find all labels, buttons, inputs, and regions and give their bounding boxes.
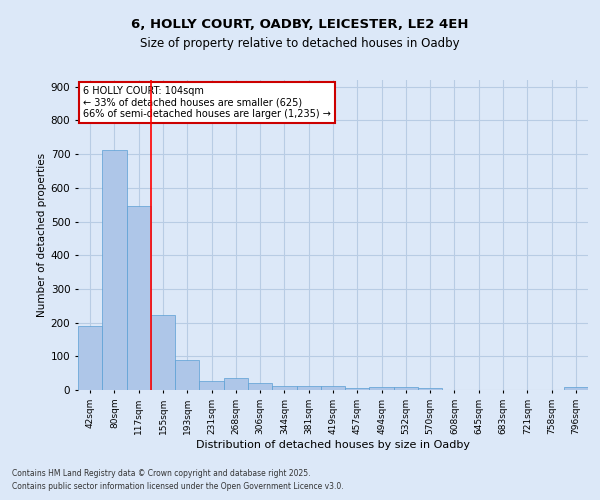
- Bar: [321, 386, 345, 390]
- Bar: [248, 382, 272, 390]
- Bar: [418, 388, 442, 390]
- Bar: [151, 314, 175, 390]
- Bar: [199, 381, 224, 390]
- Bar: [564, 387, 588, 390]
- Bar: [370, 387, 394, 390]
- Bar: [78, 326, 102, 390]
- Bar: [127, 206, 151, 390]
- Bar: [102, 150, 127, 390]
- Text: 6, HOLLY COURT, OADBY, LEICESTER, LE2 4EH: 6, HOLLY COURT, OADBY, LEICESTER, LE2 4E…: [131, 18, 469, 30]
- Text: Contains public sector information licensed under the Open Government Licence v3: Contains public sector information licen…: [12, 482, 344, 491]
- Text: Contains HM Land Registry data © Crown copyright and database right 2025.: Contains HM Land Registry data © Crown c…: [12, 468, 311, 477]
- Bar: [296, 386, 321, 390]
- Bar: [272, 386, 296, 390]
- Y-axis label: Number of detached properties: Number of detached properties: [37, 153, 47, 317]
- Bar: [345, 388, 370, 390]
- X-axis label: Distribution of detached houses by size in Oadby: Distribution of detached houses by size …: [196, 440, 470, 450]
- Text: 6 HOLLY COURT: 104sqm
← 33% of detached houses are smaller (625)
66% of semi-det: 6 HOLLY COURT: 104sqm ← 33% of detached …: [83, 86, 331, 120]
- Bar: [224, 378, 248, 390]
- Text: Size of property relative to detached houses in Oadby: Size of property relative to detached ho…: [140, 38, 460, 51]
- Bar: [175, 360, 199, 390]
- Bar: [394, 386, 418, 390]
